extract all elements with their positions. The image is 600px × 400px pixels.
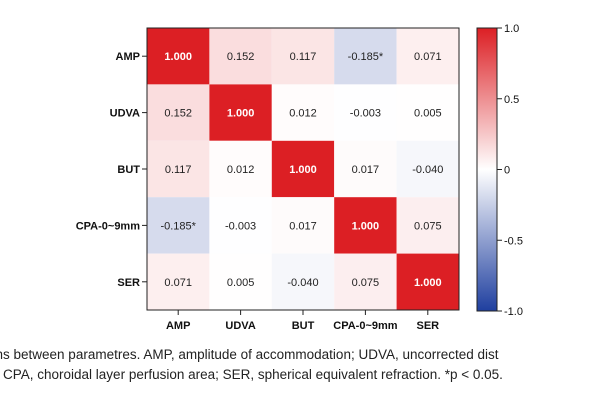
row-label: UDVA: [110, 108, 140, 120]
row-label: CPA-0~9mm: [76, 220, 141, 232]
cell-value-label: 1.000: [227, 108, 255, 120]
cell-value-label: 0.017: [352, 164, 380, 176]
heatmap-cell: [271, 140, 335, 198]
heatmap-cell: [396, 140, 459, 198]
cell-value-label: -0.003: [225, 220, 256, 232]
cell-value-label: 0.012: [227, 164, 255, 176]
colorbar-tick-label: -0.5: [504, 235, 523, 247]
heatmap-cell: [209, 253, 272, 310]
heatmap-cell: [334, 197, 397, 254]
colorbar: [476, 27, 498, 312]
cell-value-label: 1.000: [414, 277, 442, 289]
heatmap-cell: [271, 84, 335, 141]
heatmap-cell: [147, 140, 210, 198]
heatmap-cell: [147, 197, 210, 254]
cell-value-label: 0.071: [164, 277, 192, 289]
heatmap-cell: [334, 253, 397, 310]
heatmap-cell: [396, 84, 459, 141]
heatmap-cell: [147, 253, 210, 310]
column-label: BUT: [292, 320, 315, 332]
heatmap-cell: [209, 140, 272, 198]
cell-value-label: 0.075: [414, 220, 442, 232]
column-label: UDVA: [225, 320, 255, 332]
heatmap-cell: [396, 28, 459, 85]
cell-value-label: 0.117: [290, 51, 317, 63]
heatmap-cell: [147, 28, 210, 85]
heatmap-cell: [396, 253, 459, 310]
cell-value-label: 0.152: [164, 108, 192, 120]
row-label: AMP: [116, 51, 140, 63]
heatmap-cell: [209, 28, 272, 85]
cell-value-label: 0.005: [227, 277, 255, 289]
column-label: SER: [416, 320, 439, 332]
cell-value-label: -0.003: [350, 108, 381, 120]
heatmap-cell: [334, 84, 397, 141]
heatmap-cell: [209, 197, 272, 254]
heatmap-cell: [334, 140, 397, 198]
caption-line-1: ons between parametres. AMP, amplitude o…: [0, 347, 499, 362]
cell-value-label: -0.040: [412, 164, 443, 176]
column-label: AMP: [166, 320, 190, 332]
colorbar-tick-label: 0: [504, 165, 510, 177]
column-label: CPA-0~9mm: [333, 320, 398, 332]
cell-value-label: 0.152: [227, 51, 255, 63]
heatmap-cell: [271, 253, 335, 310]
cell-value-label: 0.005: [414, 108, 442, 120]
row-label: BUT: [117, 164, 140, 176]
figure-caption: ons between parametres. AMP, amplitude o…: [0, 345, 600, 385]
cell-value-label: -0.185*: [160, 220, 196, 232]
cell-value-label: 0.017: [289, 220, 317, 232]
colorbar-tick-label: -1.0: [504, 306, 523, 318]
row-label: SER: [117, 277, 140, 289]
cell-value-label: 0.071: [414, 51, 442, 63]
heatmap-cell: [271, 197, 335, 254]
cell-value-label: 0.075: [352, 277, 380, 289]
heatmap-cell: [209, 84, 272, 141]
caption-line-2: e; CPA, choroidal layer perfusion area; …: [0, 367, 503, 382]
heatmap-cell: [396, 197, 459, 254]
heatmap-cell: [147, 84, 210, 141]
colorbar-tick-label: 0.5: [504, 94, 519, 106]
cell-value-label: 1.000: [352, 220, 380, 232]
colorbar-tick-label: 1.0: [504, 23, 519, 35]
cell-value-label: 0.117: [165, 164, 192, 176]
heatmap-cell: [334, 28, 397, 85]
cell-value-label: -0.185*: [348, 51, 384, 63]
cell-value-label: 1.000: [289, 164, 317, 176]
heatmap-cell: [271, 28, 335, 85]
cell-value-label: 0.012: [289, 108, 317, 120]
cell-value-label: -0.040: [287, 277, 318, 289]
cell-value-label: 1.000: [164, 51, 192, 63]
